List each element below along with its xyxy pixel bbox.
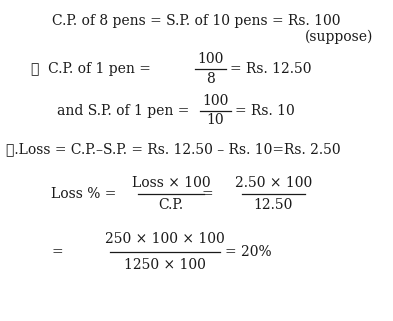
Text: 250 × 100 × 100: 250 × 100 × 100	[105, 232, 225, 246]
Text: Loss × 100: Loss × 100	[132, 176, 210, 190]
Text: ∴  C.P. of 1 pen =: ∴ C.P. of 1 pen =	[31, 62, 151, 76]
Text: 10: 10	[207, 113, 224, 127]
Text: (suppose): (suppose)	[305, 30, 373, 44]
Text: C.P.: C.P.	[158, 198, 184, 213]
Text: ∴.Loss = C.P.–S.P. = Rs. 12.50 – Rs. 10=Rs. 2.50: ∴.Loss = C.P.–S.P. = Rs. 12.50 – Rs. 10=…	[6, 142, 340, 156]
Text: 100: 100	[197, 52, 224, 66]
Text: = Rs. 12.50: = Rs. 12.50	[230, 62, 311, 76]
Text: 2.50 × 100: 2.50 × 100	[235, 176, 312, 190]
Text: Loss % =: Loss % =	[51, 187, 116, 201]
Text: 12.50: 12.50	[253, 198, 293, 213]
Text: = 20%: = 20%	[225, 245, 272, 259]
Text: C.P. of 8 pens = S.P. of 10 pens = Rs. 100: C.P. of 8 pens = S.P. of 10 pens = Rs. 1…	[52, 14, 341, 28]
Text: 1250 × 100: 1250 × 100	[124, 258, 206, 272]
Text: = Rs. 10: = Rs. 10	[235, 104, 295, 118]
Text: =: =	[51, 245, 63, 259]
Text: 8: 8	[206, 72, 215, 86]
Text: =: =	[201, 187, 213, 201]
Text: and S.P. of 1 pen =: and S.P. of 1 pen =	[57, 104, 189, 118]
Text: 100: 100	[202, 94, 229, 108]
